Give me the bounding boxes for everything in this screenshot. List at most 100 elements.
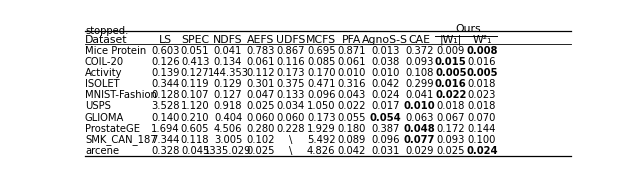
Text: 0.603: 0.603 [151,46,179,56]
Text: 0.029: 0.029 [405,146,434,156]
Text: 0.041: 0.041 [214,46,243,56]
Text: 0.133: 0.133 [276,90,305,100]
Text: Mice Protein: Mice Protein [85,46,146,56]
Text: GLIOMA: GLIOMA [85,113,124,123]
Text: 0.054: 0.054 [369,113,401,123]
Text: AEFS: AEFS [247,35,275,45]
Text: 0.005: 0.005 [467,68,498,78]
Text: 0.871: 0.871 [337,46,366,56]
Text: UDFS: UDFS [276,35,305,45]
Text: 0.043: 0.043 [338,90,366,100]
Text: Ours: Ours [455,24,481,34]
Text: 0.009: 0.009 [436,46,465,56]
Text: 0.783: 0.783 [247,46,275,56]
Text: 0.042: 0.042 [371,79,399,89]
Text: 0.018: 0.018 [436,101,465,112]
Text: 0.055: 0.055 [337,113,366,123]
Text: 0.173: 0.173 [276,68,305,78]
Text: PFA: PFA [342,35,362,45]
Text: SMK_CAN_187: SMK_CAN_187 [85,134,157,145]
Text: 0.118: 0.118 [181,135,209,145]
Text: 0.471: 0.471 [307,79,335,89]
Text: 0.126: 0.126 [151,57,180,67]
Text: Dataset: Dataset [85,35,127,45]
Text: 0.018: 0.018 [468,101,496,112]
Text: 0.301: 0.301 [247,79,275,89]
Text: USPS: USPS [85,101,111,112]
Text: 0.280: 0.280 [247,124,275,134]
Text: 0.387: 0.387 [371,124,399,134]
Text: 0.180: 0.180 [338,124,366,134]
Text: 0.172: 0.172 [436,124,465,134]
Text: 0.093: 0.093 [436,135,465,145]
Text: 0.018: 0.018 [468,79,496,89]
Text: 1335.029: 1335.029 [204,146,252,156]
Text: 0.170: 0.170 [307,68,335,78]
Text: 0.061: 0.061 [247,57,275,67]
Text: 0.107: 0.107 [181,90,209,100]
Text: 0.112: 0.112 [247,68,275,78]
Text: 0.144: 0.144 [468,124,496,134]
Text: 0.085: 0.085 [307,57,335,67]
Text: ISOLET: ISOLET [85,79,120,89]
Text: \: \ [289,146,292,156]
Text: AgnoS-S: AgnoS-S [362,35,408,45]
Text: 0.041: 0.041 [405,90,434,100]
Text: stopped.: stopped. [85,26,129,36]
Text: 1.694: 1.694 [151,124,180,134]
Text: 1.929: 1.929 [307,124,335,134]
Text: 0.089: 0.089 [338,135,366,145]
Text: 0.100: 0.100 [468,135,496,145]
Text: 0.024: 0.024 [466,146,498,156]
Text: 0.404: 0.404 [214,113,242,123]
Text: COIL-20: COIL-20 [85,57,124,67]
Text: 0.067: 0.067 [436,113,465,123]
Text: 0.008: 0.008 [467,46,498,56]
Text: 0.139: 0.139 [151,68,180,78]
Text: LS: LS [159,35,172,45]
Text: 0.096: 0.096 [307,90,335,100]
Text: 0.413: 0.413 [181,57,209,67]
Text: 0.010: 0.010 [404,101,435,112]
Text: 0.372: 0.372 [405,46,434,56]
Text: 0.228: 0.228 [276,124,305,134]
Text: 0.127: 0.127 [180,68,209,78]
Text: 0.060: 0.060 [276,113,305,123]
Text: 0.025: 0.025 [247,101,275,112]
Text: 0.016: 0.016 [468,57,496,67]
Text: 0.013: 0.013 [371,46,399,56]
Text: 0.063: 0.063 [405,113,434,123]
Text: 7.344: 7.344 [151,135,179,145]
Text: 1.120: 1.120 [180,101,209,112]
Text: W²₁: W²₁ [472,35,492,45]
Text: 0.096: 0.096 [371,135,399,145]
Text: 0.025: 0.025 [436,146,465,156]
Text: 0.015: 0.015 [435,57,467,67]
Text: 0.210: 0.210 [181,113,209,123]
Text: 0.038: 0.038 [371,57,399,67]
Text: 0.116: 0.116 [276,57,305,67]
Text: 0.023: 0.023 [468,90,496,100]
Text: 0.010: 0.010 [338,68,366,78]
Text: 0.025: 0.025 [247,146,275,156]
Text: |W₁|: |W₁| [440,35,462,45]
Text: 0.093: 0.093 [405,57,434,67]
Text: CAE: CAE [408,35,431,45]
Text: 0.867: 0.867 [276,46,305,56]
Text: 0.016: 0.016 [435,79,467,89]
Text: 0.048: 0.048 [404,124,435,134]
Text: 4.826: 4.826 [307,146,335,156]
Text: Activity: Activity [85,68,122,78]
Text: 0.134: 0.134 [214,57,243,67]
Text: 0.010: 0.010 [371,68,399,78]
Text: 3.005: 3.005 [214,135,243,145]
Text: 3.528: 3.528 [151,101,180,112]
Text: 0.140: 0.140 [151,113,179,123]
Text: 0.034: 0.034 [276,101,305,112]
Text: 0.022: 0.022 [435,90,467,100]
Text: 0.070: 0.070 [468,113,496,123]
Text: MNIST-Fashion: MNIST-Fashion [85,90,157,100]
Text: 0.128: 0.128 [151,90,180,100]
Text: 0.127: 0.127 [214,90,243,100]
Text: 0.299: 0.299 [405,79,434,89]
